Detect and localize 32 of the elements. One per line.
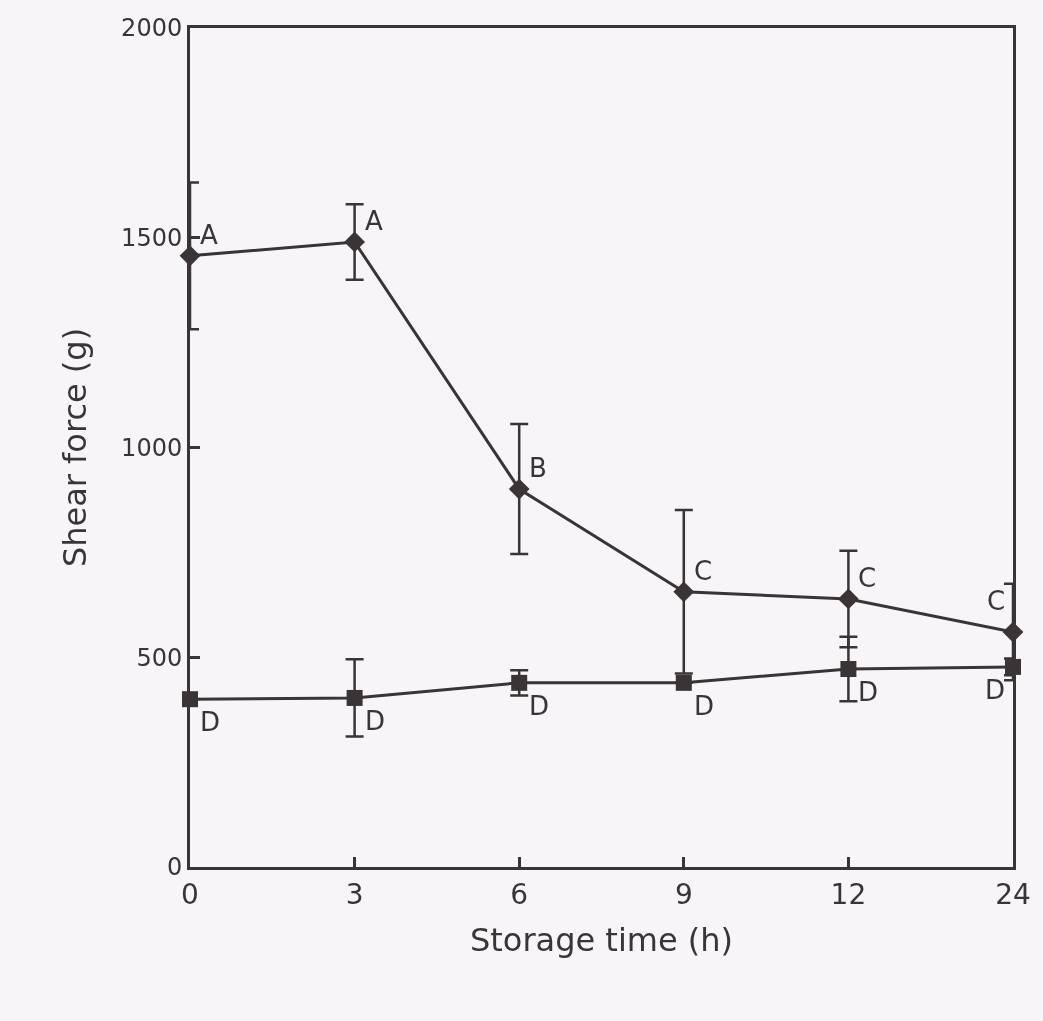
annotation: A bbox=[200, 220, 218, 250]
annotation: C bbox=[987, 586, 1006, 616]
y-tick-label: 1000 bbox=[121, 433, 183, 462]
point bbox=[511, 674, 528, 691]
annotation: A bbox=[365, 206, 383, 236]
x-tick-label: 6 bbox=[510, 877, 529, 911]
annotation: D bbox=[694, 691, 715, 721]
y-axis-title: Shear force (g) bbox=[56, 327, 95, 568]
x-axis-title: Storage time (h) bbox=[469, 921, 734, 960]
annotation: C bbox=[694, 556, 713, 586]
point bbox=[840, 661, 857, 677]
x-tick-label: 3 bbox=[345, 877, 364, 911]
annotation: B bbox=[529, 453, 547, 483]
point bbox=[675, 674, 692, 691]
point bbox=[508, 478, 530, 500]
annotation: D bbox=[200, 707, 221, 737]
y-tick-label: 0 bbox=[166, 853, 183, 882]
annotation: D bbox=[858, 677, 879, 707]
annotation: D bbox=[985, 675, 1006, 705]
annotation: C bbox=[858, 563, 877, 593]
x-tick-label: 9 bbox=[674, 877, 693, 911]
y-tick-label: 2000 bbox=[121, 14, 183, 43]
annotation: D bbox=[529, 691, 550, 721]
y-tick-label: 1500 bbox=[121, 224, 183, 253]
point bbox=[346, 689, 363, 706]
point bbox=[673, 581, 695, 603]
point bbox=[838, 588, 859, 610]
annotation: D bbox=[365, 706, 386, 736]
x-tick-label: 24 bbox=[995, 877, 1031, 911]
x-tick-label: 12 bbox=[830, 877, 867, 911]
y-tick-label: 500 bbox=[136, 643, 183, 672]
point bbox=[344, 231, 365, 253]
